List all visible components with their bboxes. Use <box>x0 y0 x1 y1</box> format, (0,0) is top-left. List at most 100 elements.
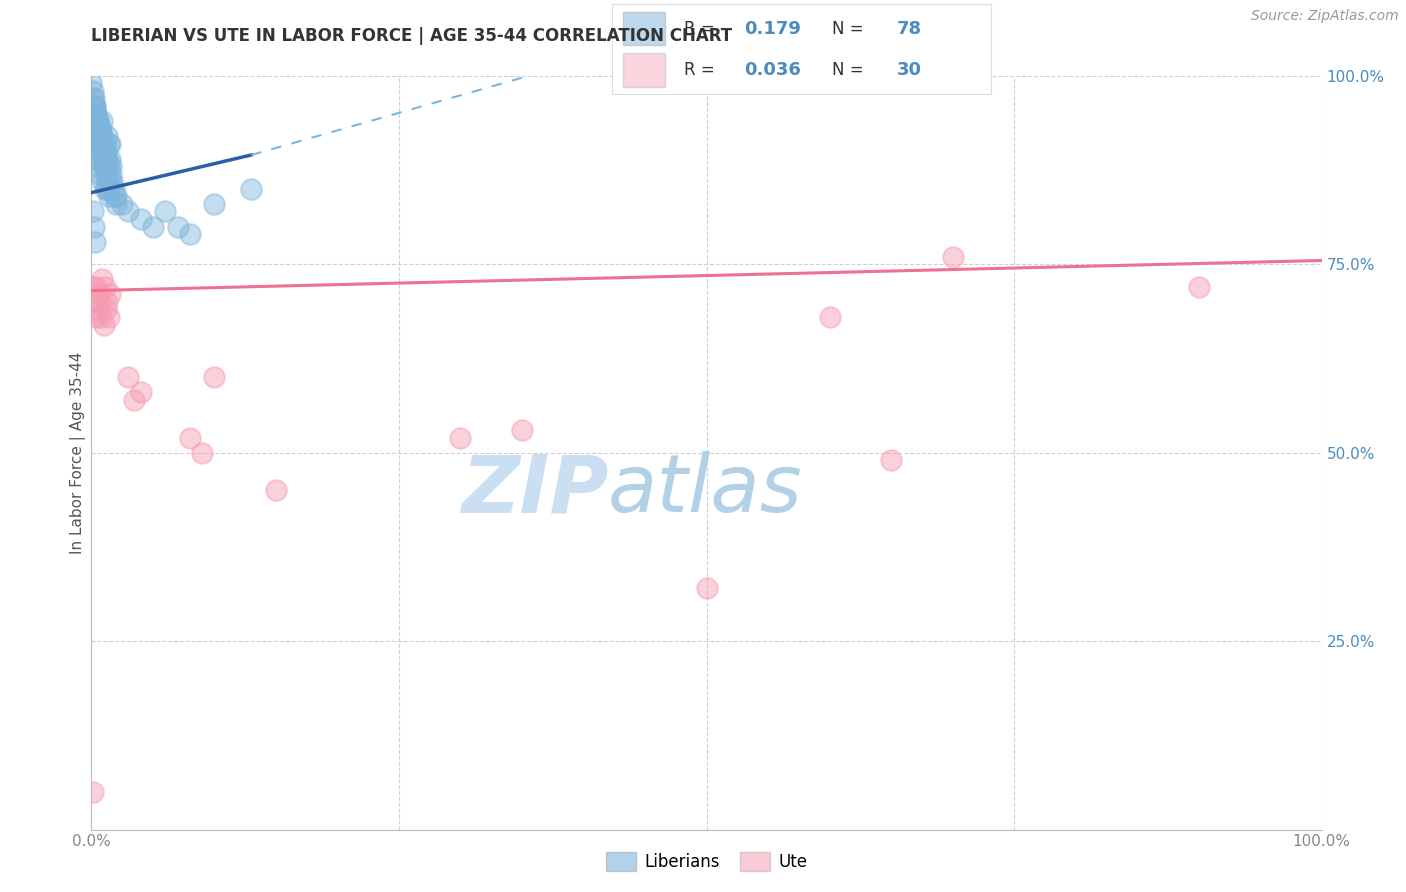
Point <box>449 431 471 445</box>
Point <box>91 144 114 159</box>
Point <box>166 219 188 234</box>
Point <box>87 287 110 301</box>
Point <box>97 189 120 203</box>
Text: atlas: atlas <box>607 451 803 529</box>
Point <box>96 294 118 310</box>
Point <box>103 182 125 196</box>
Point <box>89 121 111 136</box>
Point <box>89 167 111 181</box>
Point <box>84 144 107 159</box>
FancyBboxPatch shape <box>623 53 665 87</box>
Point <box>179 227 201 241</box>
Point <box>240 182 263 196</box>
Point <box>83 99 105 113</box>
Point <box>202 197 225 211</box>
Point <box>1187 280 1209 294</box>
Point <box>142 219 165 234</box>
Point <box>84 310 107 324</box>
Text: Source: ZipAtlas.com: Source: ZipAtlas.com <box>1251 9 1399 23</box>
Legend: Liberians, Ute: Liberians, Ute <box>599 846 814 878</box>
Point <box>104 189 127 203</box>
Point <box>117 204 139 219</box>
Point <box>82 280 104 294</box>
Point <box>89 294 111 310</box>
Point <box>191 446 214 460</box>
Point <box>264 483 287 498</box>
Point <box>124 392 146 407</box>
Point <box>83 91 105 105</box>
Point <box>941 250 963 264</box>
Point <box>89 129 111 144</box>
Point <box>101 174 124 188</box>
Point <box>86 114 108 128</box>
Point <box>91 114 114 128</box>
Point <box>87 121 110 136</box>
Point <box>84 99 107 113</box>
Point <box>83 219 105 234</box>
Point <box>153 204 177 219</box>
Point <box>87 144 110 159</box>
Point <box>91 272 114 286</box>
Text: LIBERIAN VS UTE IN LABOR FORCE | AGE 35-44 CORRELATION CHART: LIBERIAN VS UTE IN LABOR FORCE | AGE 35-… <box>91 27 733 45</box>
Point <box>695 582 717 596</box>
Text: R =: R = <box>683 61 720 78</box>
Y-axis label: In Labor Force | Age 35-44: In Labor Force | Age 35-44 <box>70 351 86 554</box>
Point <box>86 280 108 294</box>
Point <box>86 114 108 128</box>
Point <box>96 174 118 188</box>
Point <box>94 182 117 196</box>
Point <box>100 167 122 181</box>
Point <box>86 106 108 120</box>
Text: N =: N = <box>832 61 869 78</box>
Point <box>818 310 841 324</box>
Point <box>97 136 120 151</box>
Point <box>96 182 118 196</box>
Text: 30: 30 <box>897 61 921 78</box>
Point <box>96 152 117 166</box>
Point <box>90 121 112 136</box>
Point <box>96 167 117 181</box>
Text: 0.036: 0.036 <box>745 61 801 78</box>
Point <box>97 182 120 196</box>
Point <box>96 144 117 159</box>
Point <box>98 287 121 301</box>
Point <box>96 302 117 317</box>
Point <box>86 114 108 128</box>
Point <box>83 294 105 310</box>
Point <box>91 129 114 144</box>
Point <box>91 174 114 188</box>
Point <box>82 91 104 105</box>
Point <box>87 129 110 144</box>
Point <box>89 129 111 144</box>
Point <box>94 136 117 151</box>
Point <box>98 136 121 151</box>
Point <box>84 99 107 113</box>
Point <box>93 152 115 166</box>
Point <box>98 152 121 166</box>
Point <box>94 144 117 159</box>
Point <box>83 136 105 151</box>
Point <box>129 385 152 400</box>
Point <box>105 189 127 203</box>
Point <box>129 212 152 227</box>
Point <box>82 785 104 799</box>
Point <box>93 136 115 151</box>
Point <box>86 121 108 136</box>
Point <box>86 152 108 166</box>
Point <box>86 159 108 173</box>
Point <box>94 159 117 173</box>
Point <box>90 136 112 151</box>
Point <box>90 310 112 324</box>
Point <box>202 370 225 384</box>
Point <box>100 159 122 173</box>
Point <box>96 159 117 173</box>
Text: N =: N = <box>832 20 869 37</box>
Point <box>80 76 103 90</box>
Point <box>96 152 118 166</box>
Point <box>90 152 112 166</box>
Text: ZIP: ZIP <box>461 451 607 529</box>
Point <box>87 121 110 136</box>
Point <box>82 121 104 136</box>
Point <box>105 197 127 211</box>
Point <box>94 280 117 294</box>
